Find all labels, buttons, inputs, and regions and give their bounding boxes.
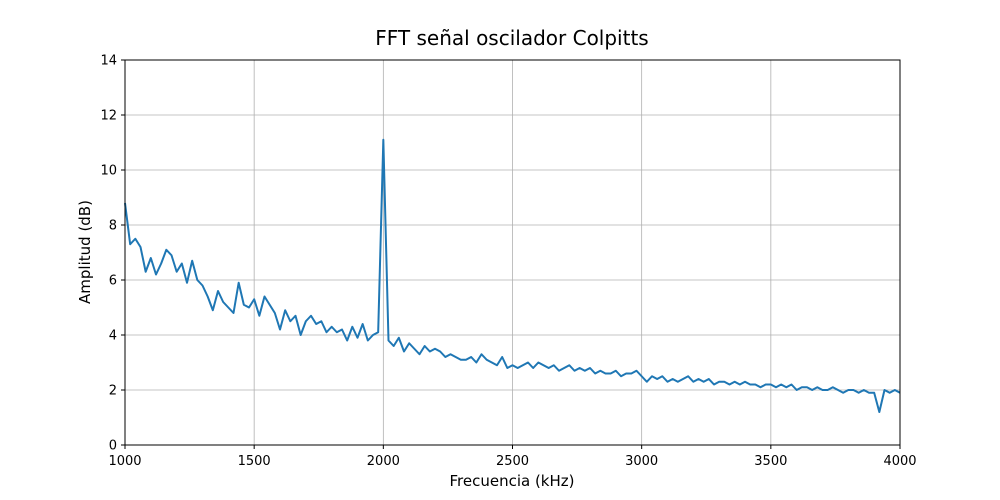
- y-axis-label: Amplitud (dB): [76, 200, 94, 304]
- y-tick-label: 6: [109, 274, 117, 289]
- x-axis-label: Frecuencia (kHz): [449, 472, 574, 490]
- y-tick-label: 14: [100, 54, 117, 69]
- x-tick-label: 1000: [108, 454, 141, 469]
- y-tick-label: 8: [109, 219, 117, 234]
- y-tick-label: 4: [109, 329, 117, 344]
- x-tick-label: 3000: [625, 454, 658, 469]
- x-tick-label: 2000: [367, 454, 400, 469]
- y-tick-label: 10: [100, 164, 117, 179]
- y-tick-label: 12: [100, 109, 117, 124]
- x-tick-label: 4000: [883, 454, 916, 469]
- data-line: [124, 138, 901, 413]
- chart-title: FFT señal oscilador Colpitts: [375, 26, 648, 50]
- x-tick-label: 3500: [754, 454, 787, 469]
- y-tick-label: 2: [109, 384, 117, 399]
- x-tick-label: 1500: [238, 454, 271, 469]
- y-tick-label: 0: [109, 439, 117, 454]
- plot-frame: [124, 59, 901, 446]
- x-tick-label: 2500: [496, 454, 529, 469]
